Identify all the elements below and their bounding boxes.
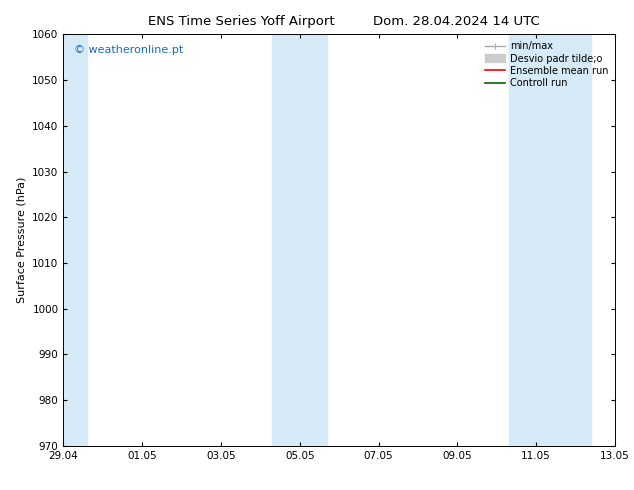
Y-axis label: Surface Pressure (hPa): Surface Pressure (hPa) [16,177,27,303]
Text: Dom. 28.04.2024 14 UTC: Dom. 28.04.2024 14 UTC [373,15,540,28]
Bar [63,34,87,446]
Bar [508,34,592,446]
Text: ENS Time Series Yoff Airport: ENS Time Series Yoff Airport [148,15,334,28]
Legend: min/max, Desvio padr tilde;o, Ensemble mean run, Controll run: min/max, Desvio padr tilde;o, Ensemble m… [483,39,610,90]
Bar [272,34,327,446]
Text: © weatheronline.pt: © weatheronline.pt [74,45,184,54]
